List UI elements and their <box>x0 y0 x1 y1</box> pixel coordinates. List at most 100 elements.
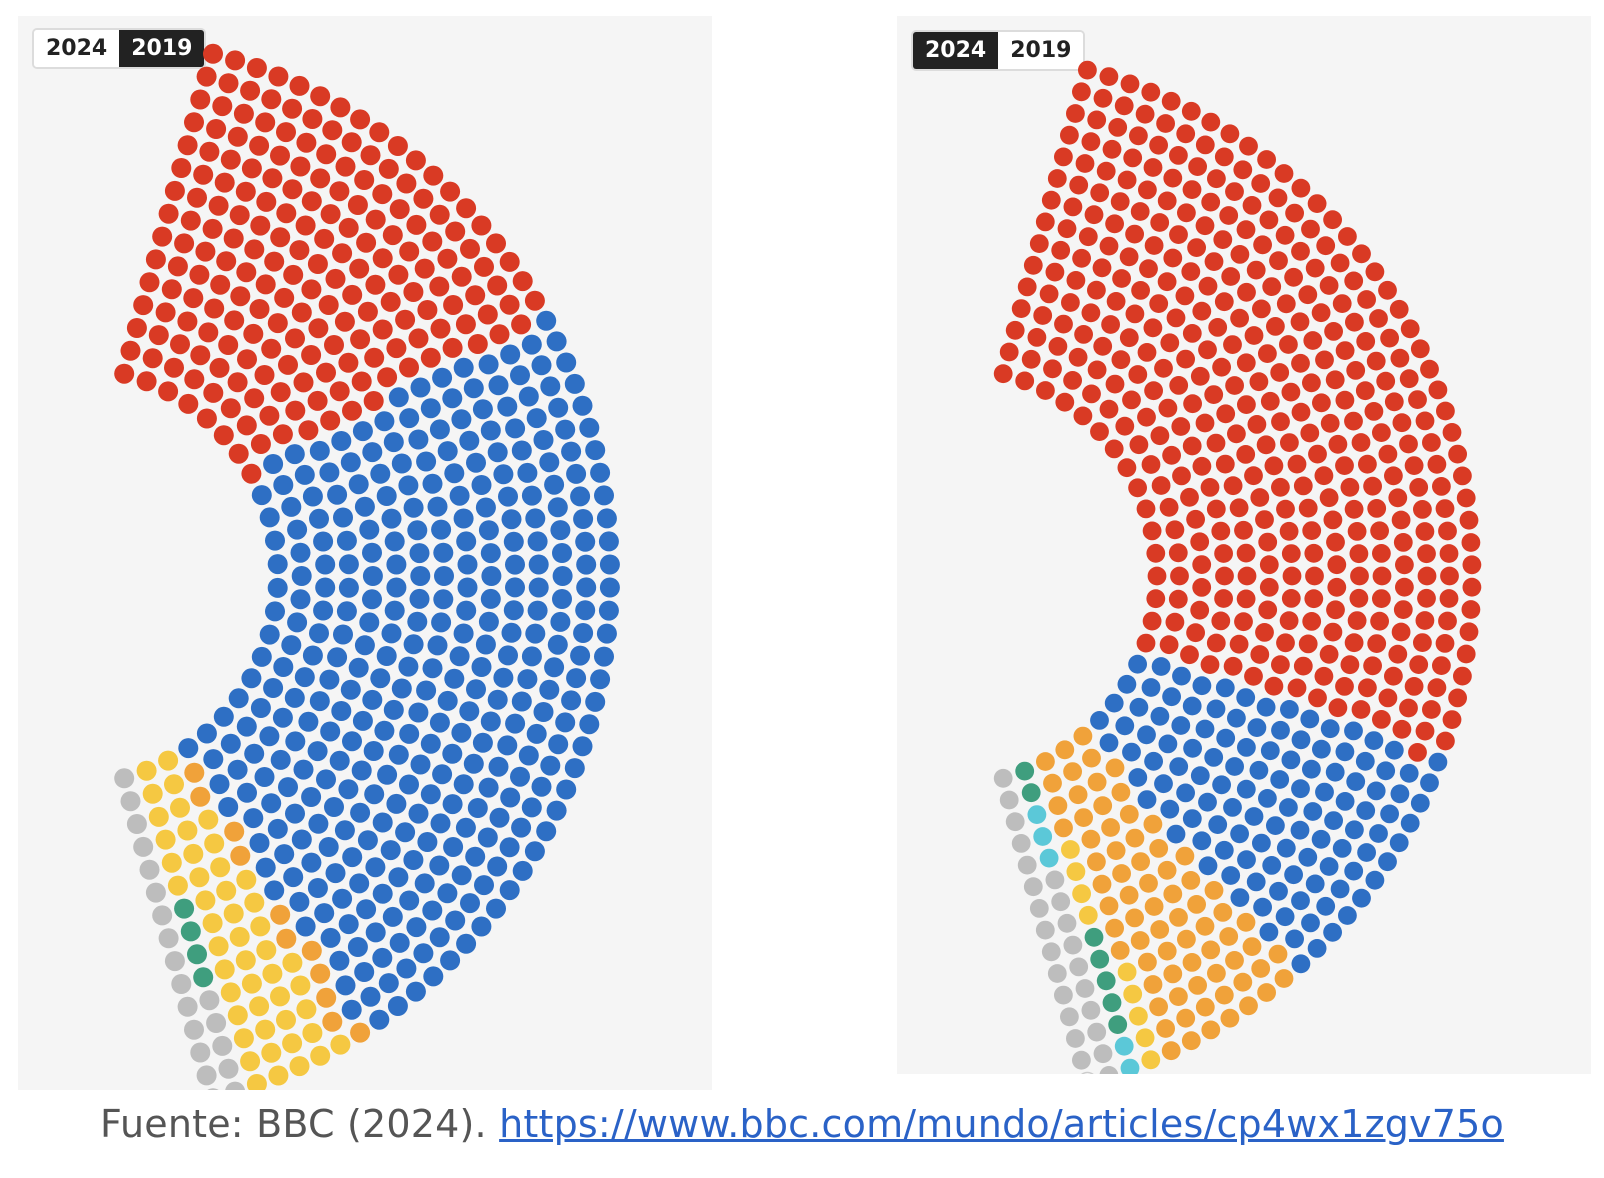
seat-dot <box>1259 577 1279 597</box>
seat-dot <box>237 349 257 370</box>
seat-dot <box>531 355 552 376</box>
seat-dot <box>561 690 582 711</box>
seat-dot <box>214 959 235 980</box>
seat-dot <box>487 442 508 463</box>
seat-dot <box>290 589 311 610</box>
seat-dot <box>1206 699 1226 719</box>
seat-dot <box>158 381 179 402</box>
seat-dot <box>423 165 444 186</box>
seat-dot <box>566 668 587 689</box>
seat-dot <box>276 122 296 143</box>
seat-dot <box>1330 879 1350 899</box>
seat-dot <box>386 554 407 575</box>
seat-dot <box>1051 240 1071 260</box>
seat-dot <box>376 646 397 666</box>
seat-dot <box>550 520 571 541</box>
seat-dot <box>1186 623 1205 643</box>
seat-dot <box>1090 711 1109 730</box>
seat-dot <box>466 452 486 473</box>
seat-dot <box>284 444 305 465</box>
seat-dot <box>1087 110 1107 130</box>
seat-dot <box>1177 929 1196 949</box>
seat-dot <box>261 89 282 110</box>
seat-dot <box>1428 380 1448 400</box>
seat-dot <box>1366 781 1386 801</box>
seat-dot <box>999 342 1019 362</box>
seat-dot <box>1023 877 1043 897</box>
source-link[interactable]: https://www.bbc.com/mundo/articles/cp4wx… <box>499 1102 1504 1146</box>
seat-dot <box>1324 322 1343 341</box>
seat-dot <box>324 797 344 817</box>
seat-dot <box>1138 180 1157 200</box>
seat-dot <box>1039 284 1059 304</box>
seat-dot <box>298 420 319 441</box>
seat-dot <box>1082 748 1101 768</box>
seat-dot <box>1355 381 1375 401</box>
seat-dot <box>1122 390 1141 410</box>
seat-dot <box>158 928 179 949</box>
year-toggle[interactable]: 2024 2019 <box>32 28 207 69</box>
seat-dot <box>233 1028 254 1049</box>
seat-dot <box>1055 740 1075 760</box>
seat-dot <box>1039 848 1059 868</box>
seat-dot <box>386 338 407 359</box>
seat-dot <box>229 205 250 226</box>
seat-dot <box>1279 798 1298 817</box>
seat-dot <box>1307 194 1327 214</box>
seat-dot <box>1270 363 1290 382</box>
seat-dot <box>1175 286 1195 306</box>
seat-dot <box>235 950 256 971</box>
seat-dot <box>1399 698 1418 718</box>
seat-dot <box>1054 147 1073 167</box>
seat-dot <box>338 554 359 575</box>
year-toggle[interactable]: 2024 2019 <box>911 30 1086 71</box>
seat-dot <box>1225 182 1244 202</box>
seat-dot <box>244 892 265 913</box>
seat-dot <box>1043 773 1062 793</box>
seat-dot <box>293 372 314 393</box>
seat-dot <box>259 726 280 747</box>
seat-dot <box>1252 299 1271 319</box>
seat-dot <box>511 440 532 461</box>
seat-dot <box>356 232 377 253</box>
seat-dot <box>307 390 328 411</box>
seat-dot <box>1081 829 1101 849</box>
seat-dot <box>1213 230 1233 250</box>
seat-dot <box>1459 622 1479 642</box>
hemicycle-chart-2024 <box>993 60 1482 1074</box>
seat-dot <box>250 434 271 454</box>
seat-dot <box>1352 244 1371 264</box>
seat-dot <box>1420 359 1439 379</box>
seat-dot <box>1372 544 1391 563</box>
seat-dot <box>1169 908 1188 927</box>
seat-dot <box>1212 775 1231 795</box>
seat-dot <box>309 691 330 712</box>
seat-dot <box>406 214 427 235</box>
seat-dot <box>1204 385 1224 404</box>
year-button-2024[interactable]: 2024 <box>913 32 999 69</box>
seat-dot <box>324 335 344 355</box>
seat-dot <box>451 409 472 430</box>
seat-dot <box>585 691 606 712</box>
seat-dot <box>408 429 429 450</box>
seat-dot <box>1346 772 1366 791</box>
seat-dot <box>1072 248 1091 268</box>
seat-dot <box>517 462 538 483</box>
seat-dot <box>1035 212 1055 232</box>
seat-dot <box>265 530 285 551</box>
seat-dot <box>349 873 370 894</box>
seat-dot <box>330 97 351 118</box>
year-button-2024[interactable]: 2024 <box>34 30 120 67</box>
seat-dot <box>437 248 458 269</box>
year-button-2019[interactable]: 2019 <box>119 30 205 67</box>
seat-dot <box>1244 666 1263 686</box>
seat-dot <box>259 405 280 426</box>
seat-dot <box>1061 840 1080 859</box>
seat-dot <box>413 943 434 964</box>
seat-dot <box>594 485 614 506</box>
seat-dot <box>1216 728 1236 748</box>
seat-dot <box>290 542 311 563</box>
year-button-2019[interactable]: 2019 <box>998 32 1084 69</box>
seat-dot <box>1319 857 1339 876</box>
seat-dot <box>356 899 377 920</box>
